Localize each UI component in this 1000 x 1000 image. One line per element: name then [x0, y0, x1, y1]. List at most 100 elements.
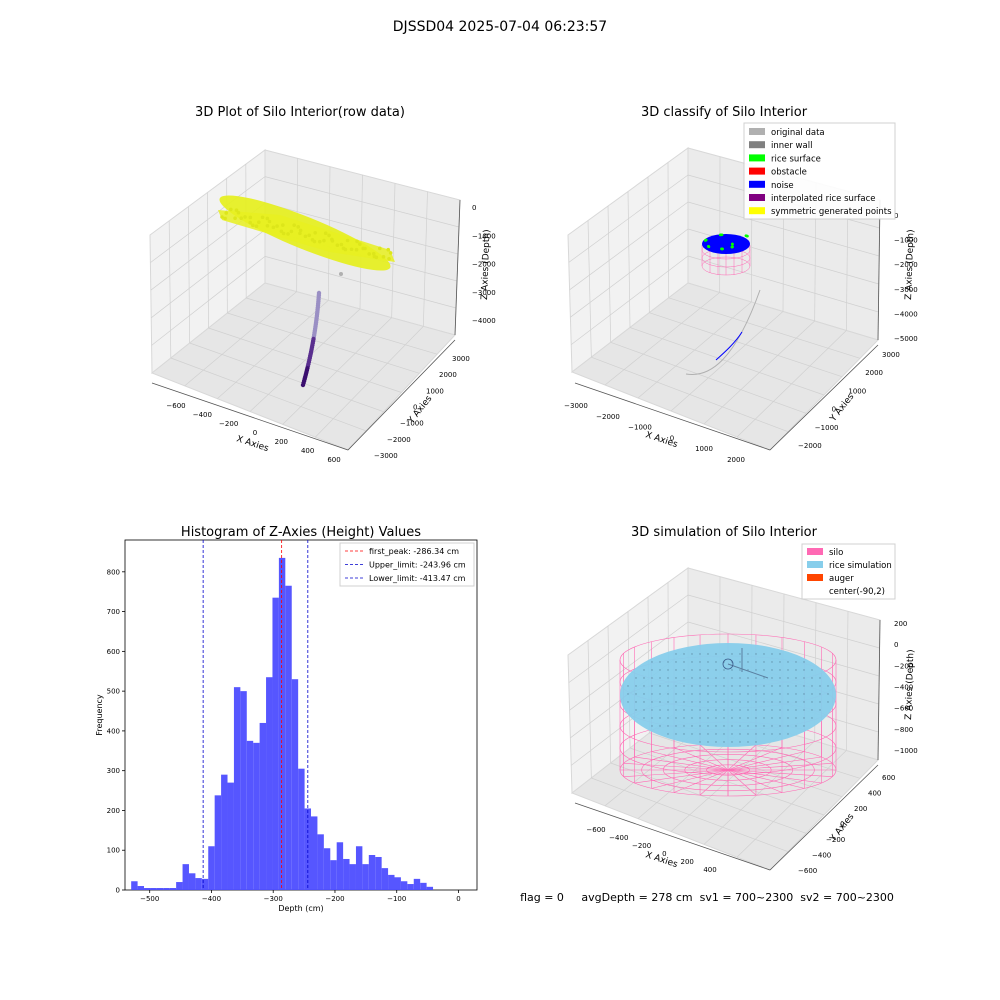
- panel2-legend: original data inner wall rice surface obsta…: [743, 122, 896, 220]
- panel1-surface-point: [335, 243, 340, 248]
- panel2-legend-swatch: [749, 207, 765, 215]
- panel1-y-tick-label: 3000: [452, 355, 470, 363]
- panel4-z-tick-label: −200: [894, 662, 913, 670]
- histogram-x-tick-label: −300: [264, 895, 283, 903]
- histogram-bar: [259, 722, 267, 890]
- panel1-x-tick-label: −200: [219, 420, 238, 428]
- panel1-surface-point: [271, 225, 276, 230]
- panel2-y-tick-label: 3000: [882, 351, 900, 359]
- histogram-bar: [381, 868, 389, 890]
- panel1-y-tick-label: −3000: [374, 452, 398, 460]
- panel1-zlabel: Z Axies (Depth): [480, 229, 492, 300]
- panel1-surface-point: [381, 255, 386, 259]
- panel4-z-tick-label: −600: [894, 705, 913, 713]
- panel1-surface-point: [233, 216, 237, 221]
- panel2-x-tick-label: 0: [670, 434, 674, 442]
- panel1-surface-point: [298, 228, 303, 233]
- panel1-surface-point: [377, 246, 382, 251]
- histogram-x-tick-label: −200: [325, 895, 344, 903]
- panel1-surface-point: [257, 220, 261, 224]
- panel1-y-tick-label: −1000: [400, 420, 424, 428]
- panel1-surface-point: [317, 239, 322, 244]
- panel1-surface-point: [292, 223, 296, 227]
- panel2-legend-label: inner wall: [771, 141, 812, 151]
- panel4-center-marker: [722, 658, 734, 670]
- histogram-bar: [144, 888, 151, 890]
- panel2-z-tick-label: −3000: [894, 286, 918, 294]
- panel2-y-tick-label: 2000: [865, 369, 883, 377]
- histogram-bar: [368, 855, 376, 890]
- panel2-legend-swatch: [749, 154, 765, 162]
- panel2-z-tick-label: 0: [894, 212, 898, 220]
- panel1-y-tick-label: 0: [413, 404, 417, 412]
- panel1-x-tick-label: −400: [193, 411, 212, 419]
- panel3-ylabel: Frequency: [95, 694, 104, 736]
- histogram-y-tick-label: 400: [107, 727, 120, 735]
- panel1-surface-point: [236, 210, 241, 215]
- panel4-rice-surface: [620, 643, 836, 747]
- histogram-bar: [298, 768, 305, 890]
- panel4-z-tick-label: 0: [894, 641, 898, 649]
- panel2-rice-point: [720, 233, 724, 237]
- panel4-zlabel: Z Axies (Depth): [904, 649, 916, 720]
- panel1-xlabel: X Axies: [235, 434, 270, 454]
- panel2-z-tick-label: −5000: [894, 335, 918, 343]
- panel1-x-tick-label: 200: [275, 438, 288, 446]
- panel1-x-tick-label: 0: [253, 429, 257, 437]
- panel4-legend-swatch: [807, 548, 823, 555]
- panel1-z-tick-label: −1000: [472, 232, 496, 240]
- panel1-outlier-point: [339, 272, 343, 276]
- histogram-bar: [240, 691, 247, 890]
- panel1-surface-point: [248, 215, 253, 220]
- panel1-surface-point: [303, 234, 308, 239]
- panel1-surface-point: [387, 256, 391, 261]
- panel2-noise-surface: [702, 234, 750, 254]
- histogram-bar: [388, 874, 395, 890]
- histogram-bar: [176, 882, 183, 890]
- panel4-legend-label: center(-90,2): [829, 587, 885, 597]
- panel-classify: 3D classify of Silo Interior −3000 −2000 −…: [564, 105, 918, 464]
- panel2-noise-trace: [715, 331, 743, 361]
- panel4-legend: silo rice simulation auger center(-90,2): [801, 543, 896, 600]
- panel1-surface-point: [286, 232, 290, 236]
- panel1-x-tick-label: 400: [301, 447, 314, 455]
- panel1-surface-point: [367, 252, 371, 256]
- histogram-bar: [407, 884, 414, 890]
- histogram-bar: [426, 886, 434, 890]
- panel4-y-tick-label: 0: [840, 821, 844, 829]
- panel2-y-tick-label: 1000: [848, 387, 866, 395]
- panel2-z-tick-label: −1000: [894, 237, 918, 245]
- histogram-bar: [317, 834, 324, 890]
- panel1-surface-point: [371, 251, 376, 256]
- histogram-bar: [323, 848, 331, 890]
- panel1-surface-point: [229, 207, 233, 212]
- histogram-bar: [163, 888, 170, 890]
- panel1-surface-point: [260, 215, 265, 220]
- panel1-surface-point: [312, 239, 317, 244]
- panel-raw-data: 3D Plot of Silo Interior(row data) −600−…: [149, 105, 496, 464]
- histogram-y-tick-label: 600: [107, 648, 120, 656]
- panel1-surface-point: [374, 255, 379, 260]
- panel2-x-tick-label: −2000: [596, 413, 620, 421]
- panel2-legend-swatch: [749, 128, 765, 135]
- histogram-bar: [336, 842, 344, 890]
- panel2-title: 3D classify of Silo Interior: [641, 105, 808, 120]
- histogram-bar: [420, 882, 427, 890]
- panel1-surface-point: [223, 216, 227, 221]
- panel1-surface-point: [313, 230, 318, 235]
- histogram-bar: [266, 677, 273, 890]
- panel1-y-tick-label: 2000: [439, 371, 457, 379]
- panel2-y-tick-label: −1000: [815, 424, 839, 432]
- panel1-surface-point: [296, 225, 301, 229]
- histogram-legend-label: Lower_limit: -413.47 cm: [369, 574, 466, 583]
- panel2-inner-wall-trace: [685, 289, 761, 376]
- panel1-surface-point: [339, 242, 344, 247]
- histogram-x-tick-label: −100: [387, 895, 406, 903]
- histogram-bar: [253, 742, 260, 890]
- panel1-surface-point: [327, 233, 331, 238]
- histogram-y-tick-label: 300: [107, 767, 120, 775]
- panel2-legend-swatch: [749, 180, 765, 188]
- panel2-rice-point: [730, 245, 734, 249]
- panel4-auger: [727, 648, 769, 679]
- histogram-y-tick-label: 100: [107, 847, 120, 855]
